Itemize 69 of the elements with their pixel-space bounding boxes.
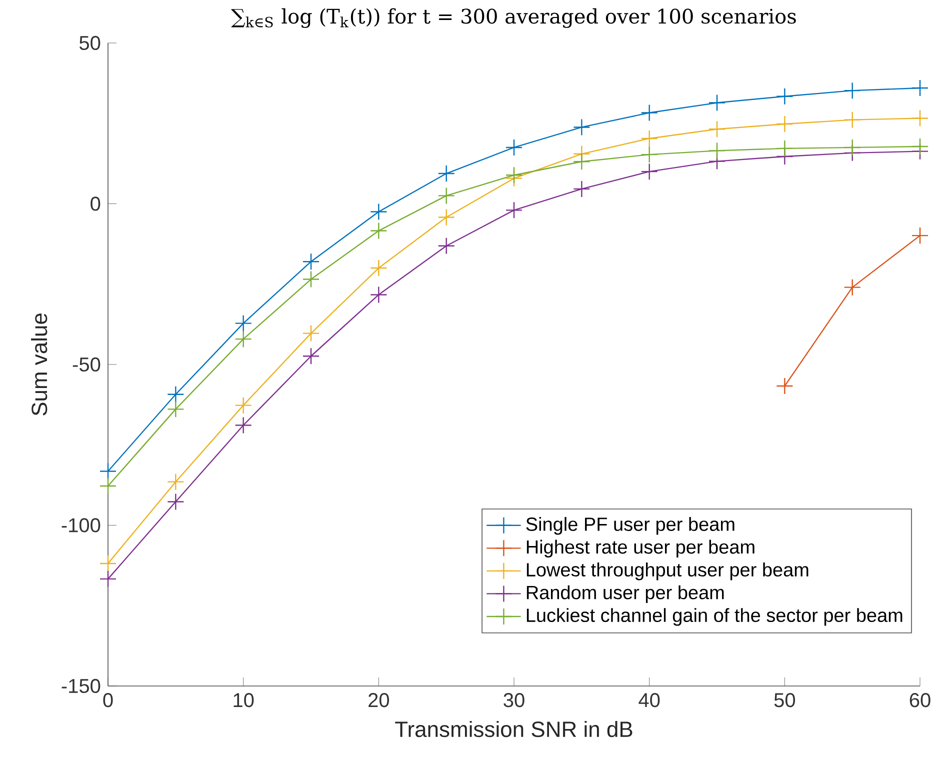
x-tick-label: 0 [103,693,113,708]
point [844,278,861,296]
point [99,477,117,495]
point [99,554,117,572]
point [234,416,252,434]
legend-label: Lowest throughput user per beam [526,562,808,580]
x-tick-label: 10 [234,693,254,708]
point [573,180,590,198]
point [370,259,388,277]
point [505,202,523,219]
point [167,493,184,510]
point [708,142,726,160]
point [370,222,388,240]
point [302,324,320,342]
y-tick-label: -100 [62,518,100,532]
legend-label: Single PF user per beam [526,517,734,535]
point [844,82,861,100]
point [776,377,794,395]
point [573,118,590,136]
point [167,473,184,490]
chart-title: ∑$_{k∈S}$ log (T$_{k}$(t)) for t = 300 averaged over 100 scenarios [231,8,796,28]
x-tick-label: 40 [638,693,660,708]
point [302,348,320,365]
point [844,111,861,128]
y-tick-label: 0 [90,196,100,211]
y-axis-title: Sum value [31,314,48,416]
point [505,138,523,156]
x-axis-title: Transmission SNR in dB [395,720,632,738]
point [302,253,320,270]
legend-label: Luckiest channel gain of the sector per beam [526,608,902,626]
point [234,314,252,332]
point [708,94,726,112]
point [99,462,117,480]
point [167,400,184,418]
point [438,208,455,226]
x-tick-label: 60 [910,693,930,708]
x-tick-label: 20 [368,693,390,708]
point [776,88,794,105]
y-tick-label: -150 [62,678,100,694]
point [438,164,455,182]
point [640,130,658,148]
point [370,286,388,304]
x-tick-label: 30 [504,693,524,708]
point [911,226,929,244]
y-tick-label: -50 [72,357,100,372]
point [99,570,117,588]
point [234,396,252,414]
point [302,270,320,288]
legend-label: Highest rate user per beam [526,540,754,558]
x-tick-label: 50 [774,693,796,708]
point [911,138,929,156]
point [573,153,590,170]
point [167,386,184,403]
point [640,146,658,164]
point [370,203,388,220]
point [438,237,455,254]
point [844,138,861,156]
point [776,140,794,158]
point [708,120,726,138]
point [911,110,929,127]
y-tick-label: 50 [80,36,100,50]
legend-label: Random user per beam [526,585,724,604]
point [640,104,658,122]
point [911,79,929,97]
point [640,162,658,180]
point [505,166,523,184]
point [776,115,794,133]
point [438,187,455,204]
point [234,330,252,348]
